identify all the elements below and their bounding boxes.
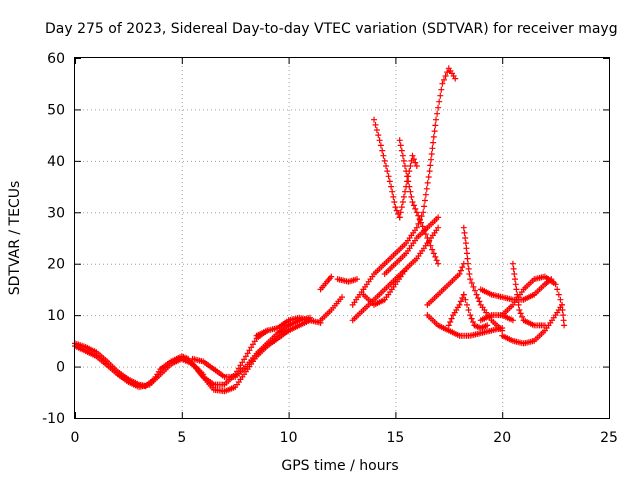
scatter-points — [360, 265, 410, 308]
scatter-points — [477, 312, 516, 324]
y-tick-label: 30 — [47, 205, 65, 221]
y-axis-label: SDTVAR / TECUs — [7, 181, 23, 296]
scatter-points — [349, 65, 459, 308]
data-points — [72, 65, 568, 395]
scatter-points — [499, 301, 565, 347]
x-tick-label: 0 — [71, 430, 80, 446]
scatter-points — [424, 260, 467, 308]
series-track-6 — [317, 273, 335, 293]
scatter-points — [396, 152, 420, 221]
scatter-points — [253, 314, 324, 339]
y-tick-label: 10 — [47, 308, 65, 324]
series-track-17 — [445, 291, 467, 329]
scatter-points — [381, 214, 442, 277]
series-track-24 — [509, 260, 548, 329]
scatter-points — [195, 317, 313, 395]
series-track-20 — [460, 291, 491, 331]
series-track-5 — [253, 314, 324, 339]
x-tick-label: 15 — [386, 430, 404, 446]
x-tick-label: 10 — [280, 430, 298, 446]
scatter-points — [509, 260, 548, 329]
grid-lines — [75, 58, 609, 418]
series-track-7 — [317, 294, 345, 324]
series-track-18 — [424, 312, 506, 339]
series-track-12 — [396, 152, 420, 221]
scatter-points — [317, 294, 345, 324]
series-track-4 — [195, 317, 313, 395]
series-track-25 — [477, 312, 516, 324]
scatter-points — [317, 273, 335, 293]
scatter-points — [460, 224, 506, 334]
scatter-points — [371, 116, 403, 221]
x-tick-label: 5 — [177, 430, 186, 446]
series-track-10 — [371, 116, 403, 221]
scatter-points — [445, 291, 467, 329]
y-tick-label: 50 — [47, 102, 65, 118]
series-track-23 — [499, 301, 565, 347]
scatter-points — [334, 276, 360, 285]
series-track-9 — [349, 65, 459, 308]
scatter-points — [460, 291, 491, 331]
series-track-15 — [360, 265, 410, 308]
y-tick-label: 0 — [56, 360, 65, 376]
y-tick-label: 60 — [47, 51, 65, 67]
x-tick-label: 20 — [493, 430, 511, 446]
scatter-points — [424, 312, 506, 339]
y-tick-label: 20 — [47, 257, 65, 273]
y-tick-label: -10 — [42, 411, 65, 427]
series-track-13 — [381, 214, 442, 277]
series-track-16 — [424, 260, 467, 308]
axis-ticks: 0 5 10 15 20 25 -10 0 10 20 30 40 50 60 — [42, 51, 618, 446]
y-tick-label: 40 — [47, 154, 65, 170]
x-tick-label: 25 — [600, 430, 618, 446]
plot-frame — [74, 57, 610, 419]
x-axis-label: GPS time / hours — [281, 458, 398, 474]
series-track-19 — [460, 224, 506, 334]
chart-title: Day 275 of 2023, Sidereal Day-to-day VTE… — [45, 21, 618, 37]
series-track-8 — [334, 276, 360, 285]
